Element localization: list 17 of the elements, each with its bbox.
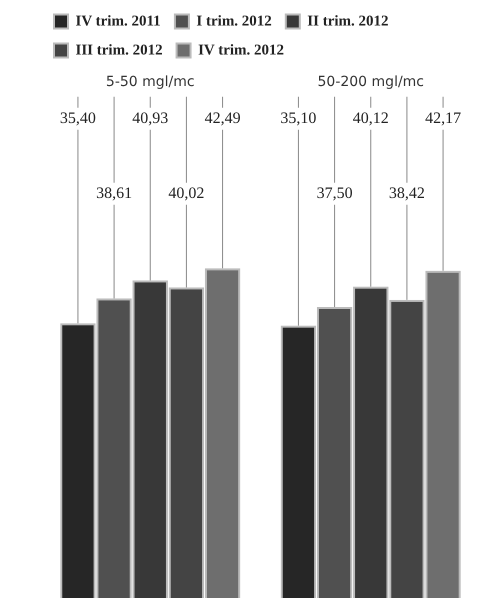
data-label: 42,17 <box>425 110 462 128</box>
data-label: 40,02 <box>168 185 204 202</box>
legend-label: IV trim. 2012 <box>198 42 284 58</box>
legend-label: I trim. 2012 <box>196 13 272 30</box>
data-label: 38,61 <box>96 185 132 202</box>
data-label: 35,10 <box>280 110 316 128</box>
data-label: 42,49 <box>204 110 241 128</box>
data-label: 40,93 <box>132 110 168 128</box>
data-label: 40,12 <box>352 110 389 128</box>
legend-label: II trim. 2012 <box>307 13 389 30</box>
legend-label: IV trim. 2011 <box>76 13 161 30</box>
legend-label: III trim. 2012 <box>76 42 163 58</box>
data-label: 38,42 <box>388 185 425 202</box>
x-tick-label: 50-200 mgl/mc <box>317 74 424 90</box>
data-label: 37,50 <box>316 185 353 202</box>
x-tick-label: 5-50 mgl/mc <box>106 74 195 90</box>
data-label: 35,40 <box>60 110 96 128</box>
